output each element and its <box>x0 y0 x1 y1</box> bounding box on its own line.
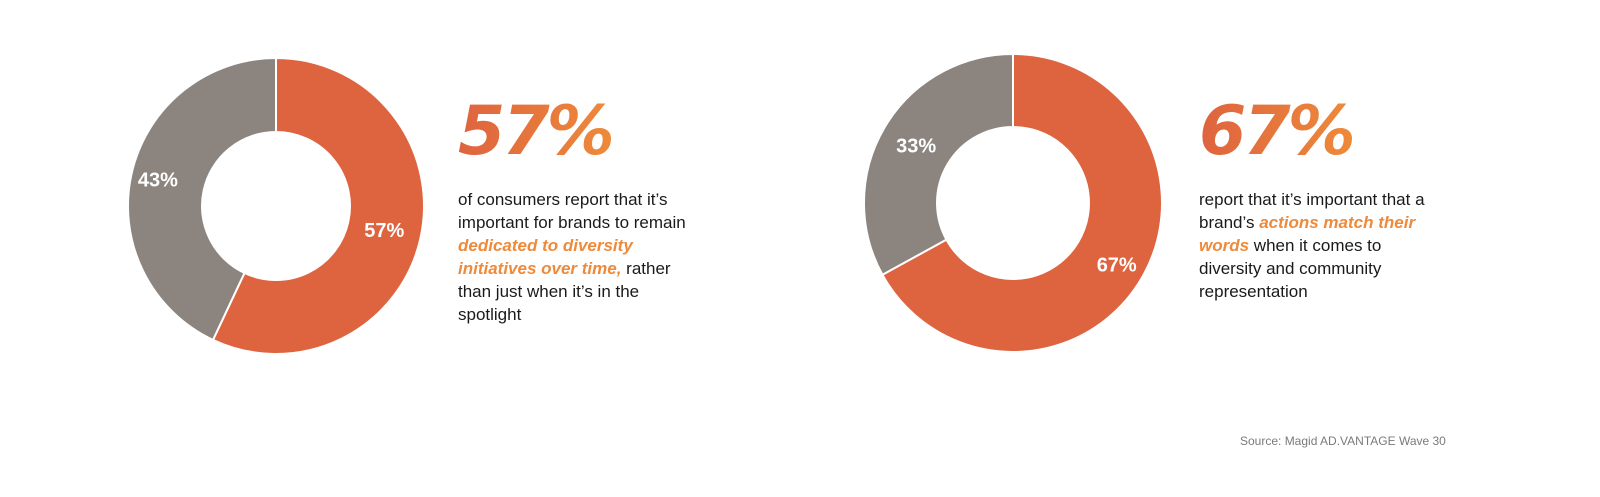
donut-slice-67 <box>881 52 1163 353</box>
donut-chart-1-svg: 57% 43% <box>127 56 425 355</box>
highlighted-phrase: dedicated to diversity initiatives over … <box>458 236 633 278</box>
donut-chart-1: 57% 43% <box>127 56 425 355</box>
donut-slice-label: 67% <box>1097 254 1137 276</box>
headline-percentage-2: 67% <box>1199 92 1439 176</box>
headline-percentage-1-text: 57% <box>458 92 615 171</box>
headline-percentage-1: 57% <box>458 92 698 176</box>
headline-percentage-value: 57% <box>458 94 612 164</box>
donut-slice-57 <box>211 56 425 355</box>
description-text: of consumers report that it’s important … <box>458 190 686 232</box>
headline-percentage-value: 67% <box>1199 94 1353 164</box>
highlighted-phrase: actions match their words <box>1199 213 1416 255</box>
stat-block-2: 67% report that it’s important that a br… <box>1199 92 1439 303</box>
donut-slice-33 <box>863 52 1014 277</box>
donut-chart-2: 67% 33% <box>863 52 1163 353</box>
stat-description-2: report that it’s important that a brand’… <box>1199 188 1439 303</box>
donut-slice-label: 43% <box>138 170 178 192</box>
description-text: report that it’s important that a brand’… <box>1199 190 1425 232</box>
donut-slice-43 <box>127 56 277 342</box>
stat-block-1: 57% of consumers report that it’s import… <box>458 92 698 326</box>
description-text: rather than just when it’s in the spotli… <box>458 259 671 324</box>
source-note: Source: Magid AD.VANTAGE Wave 30 <box>1240 434 1446 448</box>
donut-chart-2-svg: 67% 33% <box>863 52 1163 353</box>
headline-percentage-2-text: 67% <box>1199 92 1356 171</box>
stat-description-1: of consumers report that it’s important … <box>458 188 698 326</box>
donut-slice-label: 33% <box>896 136 936 158</box>
description-text: when it comes to diversity and community… <box>1199 236 1382 301</box>
donut-slice-label: 57% <box>364 220 404 242</box>
